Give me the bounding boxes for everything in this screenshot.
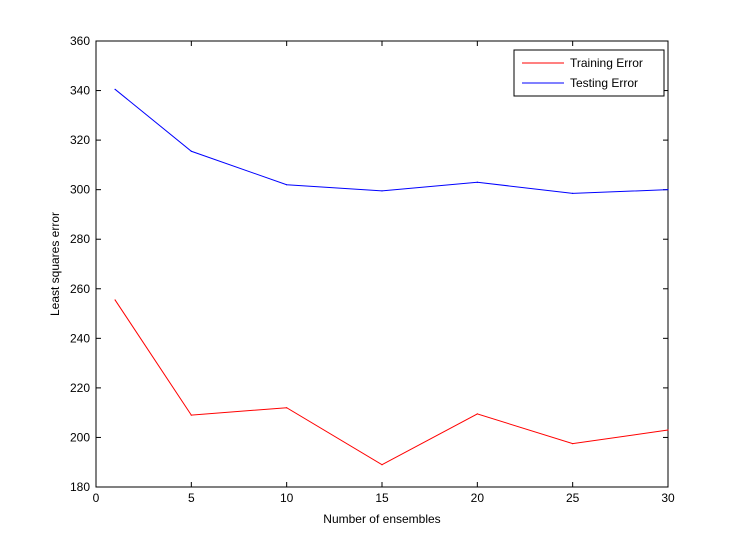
axis-tick-labels: 0 5 10 15 20 25 30 180 200 220 240 260 280 300 320 340 3…	[70, 34, 675, 505]
y-tick-label: 300	[70, 183, 90, 197]
y-tick-label: 260	[70, 282, 90, 296]
y-axis-label: Least squares error	[48, 212, 62, 316]
data-point	[381, 464, 383, 466]
y-tick-label: 340	[70, 84, 90, 98]
x-tick-label: 10	[280, 491, 294, 505]
x-tick-label: 5	[188, 491, 195, 505]
y-tick-label: 280	[70, 232, 90, 246]
data-point	[572, 192, 574, 194]
y-tick-label: 180	[70, 480, 90, 494]
x-tick-label: 20	[471, 491, 485, 505]
plot-area	[95, 40, 669, 488]
data-point	[667, 189, 669, 191]
series-lines	[114, 88, 669, 466]
data-point	[190, 150, 192, 152]
x-axis-label: Number of ensembles	[323, 512, 440, 526]
x-tick-label: 30	[661, 491, 675, 505]
x-tick-label: 25	[566, 491, 580, 505]
data-point	[114, 299, 116, 301]
data-point	[190, 414, 192, 416]
data-point	[381, 190, 383, 192]
x-tick-label: 0	[93, 491, 100, 505]
legend: Training Error Testing Error	[513, 49, 665, 97]
data-point	[114, 88, 116, 90]
legend-box	[513, 49, 665, 97]
y-tick-label: 320	[70, 133, 90, 147]
legend-label-training-error: Training Error	[570, 56, 643, 70]
axis-ticks	[95, 40, 669, 488]
data-point	[286, 184, 288, 186]
data-point	[572, 443, 574, 445]
y-tick-label: 200	[70, 430, 90, 444]
legend-label-testing-error: Testing Error	[570, 76, 638, 90]
y-tick-label: 240	[70, 331, 90, 345]
data-point	[667, 429, 669, 431]
x-tick-label: 15	[375, 491, 389, 505]
y-tick-label: 360	[70, 34, 90, 48]
data-point	[476, 181, 478, 183]
data-point	[286, 407, 288, 409]
data-point	[476, 413, 478, 415]
y-tick-label: 220	[70, 381, 90, 395]
